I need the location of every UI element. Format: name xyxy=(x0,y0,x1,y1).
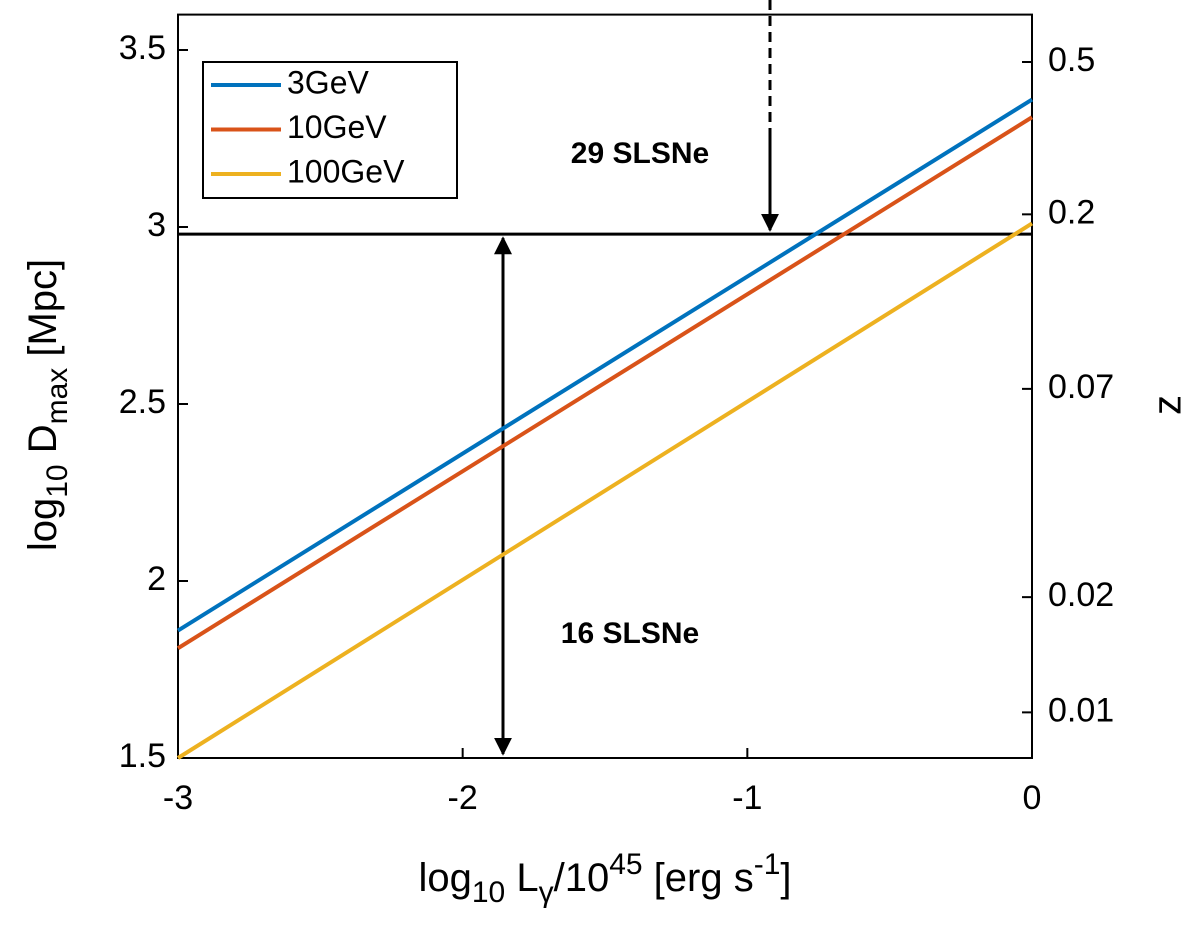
y-tick-label: 3.5 xyxy=(119,29,166,67)
y-tick-label: 2.5 xyxy=(119,383,166,421)
legend-label: 3GeV xyxy=(287,64,369,100)
y-tick-label: 2 xyxy=(147,560,166,598)
legend-label: 10GeV xyxy=(287,109,387,145)
x-label-part: /10 xyxy=(554,856,610,900)
x-tick-label: -3 xyxy=(163,779,193,817)
annotation: 16 SLSNe xyxy=(561,617,699,650)
x-label-part: 45 xyxy=(609,848,642,881)
x-label-part: 10 xyxy=(472,876,505,909)
series-line xyxy=(176,221,1034,760)
x-label-part: L xyxy=(505,856,538,900)
y-label-part: D xyxy=(21,424,65,464)
y-tick-label: 1.5 xyxy=(119,737,166,775)
x-label-part: -1 xyxy=(754,848,781,881)
y-label-part: max xyxy=(41,368,74,425)
y-tick-label: 3 xyxy=(147,206,166,244)
y-label-part: 10 xyxy=(41,464,74,497)
y-label-part: [Mpc] xyxy=(21,259,65,368)
y2-tick-label: 0.01 xyxy=(1048,691,1114,729)
y2-axis-label: z xyxy=(1146,395,1190,415)
x-tick-label: 0 xyxy=(1023,779,1042,817)
plot-frame xyxy=(177,13,1033,760)
x-label-part: γ xyxy=(539,876,554,909)
y-axis-label: log10 Dmax [Mpc] xyxy=(21,259,74,551)
x-label-part: [erg s xyxy=(643,856,754,900)
y2-tick-label: 0.2 xyxy=(1048,193,1095,231)
y2-tick-label: 0.02 xyxy=(1048,576,1114,614)
series-line xyxy=(176,115,1034,650)
x-label-part: ] xyxy=(780,856,791,900)
y-label-part: log xyxy=(21,498,65,551)
x-tick-label: -2 xyxy=(448,779,478,817)
annotation: 29 SLSNe xyxy=(571,137,709,170)
y2-tick-label: 0.5 xyxy=(1048,41,1095,79)
y2-tick-label: 0.07 xyxy=(1048,368,1114,406)
legend-label: 100GeV xyxy=(287,153,405,189)
x-tick-label: -1 xyxy=(732,779,762,817)
x-label-part: log xyxy=(418,856,471,900)
x-axis-label: log10 Lγ/1045 [erg s-1] xyxy=(418,848,791,909)
series-line xyxy=(176,97,1034,633)
